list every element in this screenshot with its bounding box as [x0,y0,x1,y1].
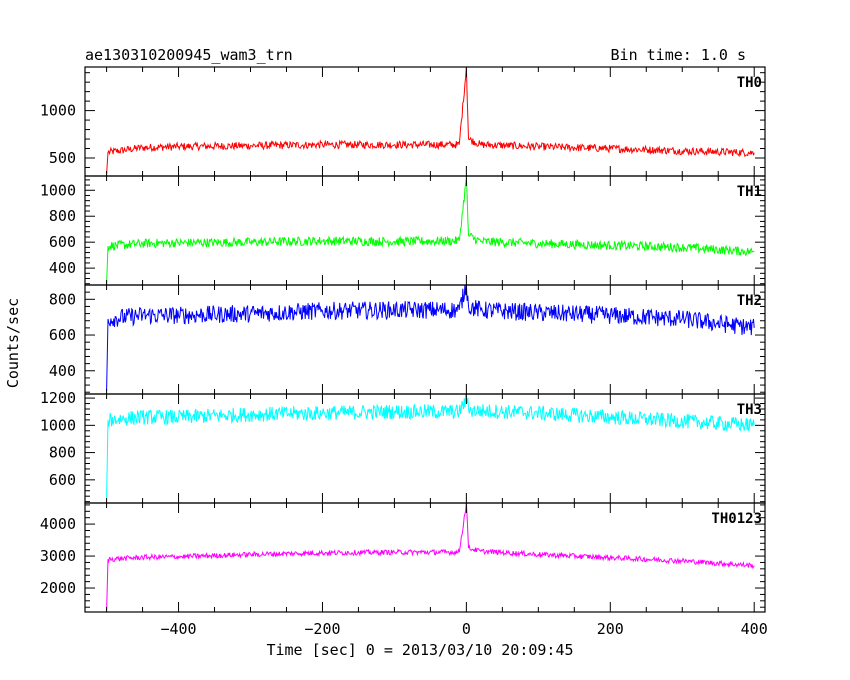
series-th1 [106,178,755,284]
panel-frame [84,284,766,395]
x-tick-label: −200 [304,620,340,638]
y-tick-label: 500 [49,149,76,167]
y-tick-label: 1200 [40,389,76,407]
y-tick-label: 800 [49,290,76,308]
panel-th0123: 2000 3000 4000 TH0123 [40,502,766,613]
x-tick-label: 0 [462,620,471,638]
y-axis-label: Counts/sec [4,298,22,388]
panel-label: TH3 [737,402,762,418]
y-tick-label: 600 [49,326,76,344]
y-tick-label: 800 [49,444,76,462]
panel-frame [84,66,766,177]
panel-frame [84,175,766,286]
panel-th0: 500 1000 TH0 [40,66,766,177]
series-th2 [106,285,755,391]
x-tick-label: 400 [741,620,768,638]
panel-label: TH1 [737,184,762,200]
y-tick-label: 600 [49,233,76,251]
y-tick-label: 1000 [40,181,76,199]
chart-title: ae130310200945_wam3_trn [85,46,293,64]
series-th3 [106,394,755,498]
panels-group: 500 1000 TH0 400 600 800 1000 TH1 400 600 800 TH2 60… [40,66,768,638]
y-tick-label: 2000 [40,579,76,597]
bin-time-label: Bin time: 1.0 s [611,46,746,64]
panel-label: TH0123 [711,511,762,527]
x-axis-label: Time [sec] 0 = 2013/03/10 20:09:45 [266,641,573,659]
series-th0 [106,67,755,175]
panel-th3: 600 800 1000 1200 TH3 [40,389,766,504]
panel-frame [84,502,766,613]
y-tick-label: 800 [49,207,76,225]
y-tick-label: 3000 [40,547,76,565]
series-th0123 [106,503,755,611]
panel-label: TH2 [737,293,762,309]
y-tick-label: 400 [49,362,76,380]
panel-th2: 400 600 800 TH2 [49,284,766,395]
y-tick-label: 4000 [40,515,76,533]
y-tick-label: 600 [49,471,76,489]
y-tick-label: 1000 [40,102,76,120]
x-tick-label: 200 [597,620,624,638]
y-tick-label: 1000 [40,416,76,434]
x-tick-label: −400 [160,620,196,638]
panel-label: TH0 [737,75,762,91]
y-tick-label: 400 [49,259,76,277]
panel-th1: 400 600 800 1000 TH1 [40,175,766,286]
